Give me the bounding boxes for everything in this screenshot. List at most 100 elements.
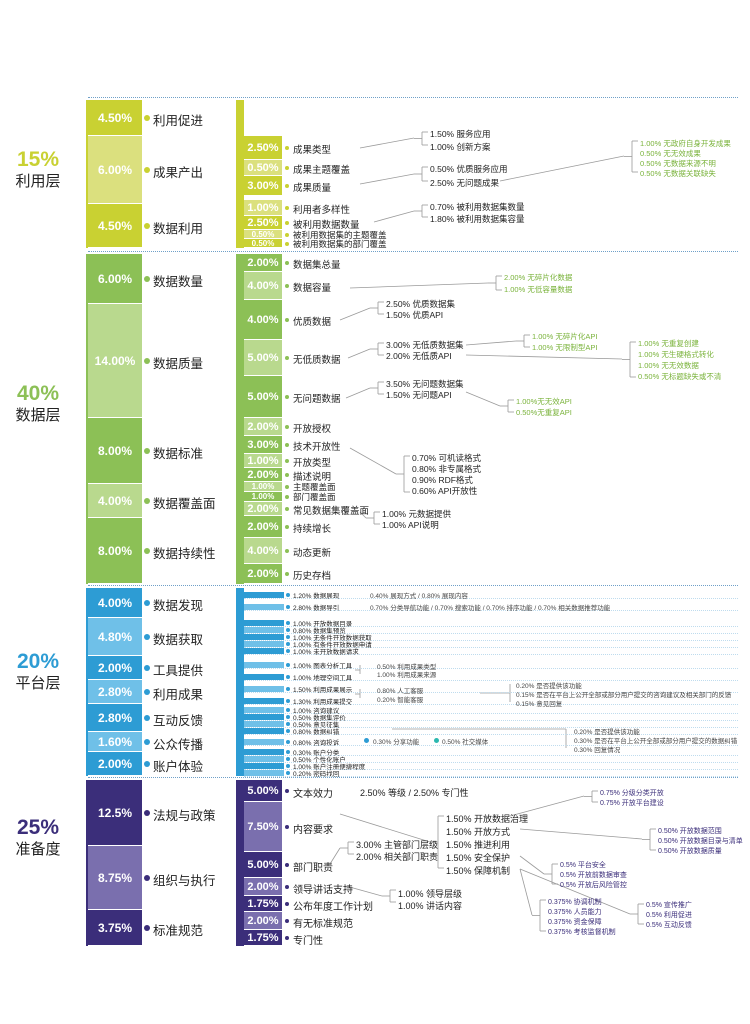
category-name: 公众传播 xyxy=(153,738,204,752)
sub-indicator-dot-icon xyxy=(286,729,290,733)
sub-indicator-name: 1.00% 账户注册便捷程度 xyxy=(293,764,366,771)
detail-note: 1.00% 讲话内容 xyxy=(398,901,463,911)
detail-note-green: 1.00% 无生硬格式转化 xyxy=(638,350,714,359)
detail-note-small: 0.5% 平台安全 xyxy=(560,862,606,869)
sub-indicator-name: 0.80% 咨询投诉 xyxy=(293,740,340,747)
category-name: 利用成果 xyxy=(153,688,204,702)
sub-indicator-name: 描述说明 xyxy=(293,472,332,483)
detail-note-small: 0.5% 开放后风险管控 xyxy=(560,882,627,889)
category-name: 数据标准 xyxy=(153,447,204,461)
sub-indicator-name: 1.50% 利用成果展示 xyxy=(293,687,353,694)
connector-line xyxy=(359,137,415,149)
sub-indicator-dot-icon xyxy=(285,206,289,210)
sub-indicator-dot-icon xyxy=(286,663,290,667)
sub-indicator-name: 数据集总量 xyxy=(293,260,341,271)
detail-note: 0.50% 优质服务应用 xyxy=(430,164,508,174)
category-column-bar xyxy=(86,588,88,776)
sub-indicator-weight: 5.00% xyxy=(244,780,282,802)
detail-note: 0.70% 分类导航功能 / 0.70% 搜索功能 / 0.70% 排序功能 /… xyxy=(370,605,611,612)
sub-indicator-name: 开放类型 xyxy=(293,458,332,469)
layer-name: 平台层 xyxy=(15,675,61,692)
share-dot-icon xyxy=(364,738,369,743)
sub-indicator-dot-icon xyxy=(286,635,290,639)
connector-line xyxy=(347,348,371,359)
sub-indicator-dot-icon xyxy=(285,261,289,265)
category-dot-icon xyxy=(144,548,150,554)
sub-indicator-swatch xyxy=(244,763,284,769)
sub-indicator-dot-icon xyxy=(285,902,289,906)
category-name: 成果产出 xyxy=(153,166,204,180)
layer-name: 利用层 xyxy=(15,173,61,190)
detail-note-small: 0.75% 开放平台建设 xyxy=(600,800,664,807)
sub-indicator-weight: 5.00% xyxy=(244,340,282,376)
sub-indicator-dot-icon xyxy=(285,885,289,889)
sub-indicator-dot-icon xyxy=(285,395,289,399)
connector-line xyxy=(339,813,431,843)
connector-line xyxy=(339,307,371,321)
sub-indicator-swatch xyxy=(244,662,284,668)
detail-note: 0.70% 可机读格式 xyxy=(412,453,481,463)
sub-indicator-name: 利用者多样性 xyxy=(293,205,351,216)
row-separator xyxy=(244,640,738,641)
sub-indicator-name: 0.30% 账户分类 xyxy=(293,750,340,757)
category-dot-icon xyxy=(144,715,150,721)
sub-indicator-dot-icon xyxy=(285,221,289,225)
category-dot-icon xyxy=(144,761,150,767)
detail-note: 0.50% 利用成果类型 xyxy=(377,664,437,671)
detail-note-small: 0.5% 互动反馈 xyxy=(646,922,692,929)
detail-note: 0.15% 意见回复 xyxy=(516,701,563,708)
category-weight: 6.00% xyxy=(88,136,142,204)
sub-indicator-dot-icon xyxy=(286,649,290,653)
layer-label-util: 15% 利用层 xyxy=(0,148,76,192)
sub-indicator-swatch xyxy=(244,648,284,654)
category-dot-icon xyxy=(144,358,150,364)
connector-line xyxy=(519,828,643,840)
sub-indicator-weight: 2.00% xyxy=(244,502,282,516)
sub-indicator-dot-icon xyxy=(285,318,289,322)
detail-note-small: 0.75% 分级分类开放 xyxy=(600,790,664,797)
sub-indicator-swatch xyxy=(244,634,284,640)
sub-indicator-swatch xyxy=(244,627,284,633)
connector-line xyxy=(499,155,625,182)
detail-note: 2.50% 优质数据集 xyxy=(386,299,455,309)
category-name: 数据发现 xyxy=(153,599,204,613)
sub-indicator-name: 1.00% 开放数据目录 xyxy=(293,621,353,628)
detail-note: 2.50% 等级 / 2.50% 专门性 xyxy=(360,788,469,798)
category-dot-icon xyxy=(144,115,150,121)
detail-note: 3.00% 无低质数据集 xyxy=(386,340,464,350)
detail-note-small: 0.5% 开放前数据审查 xyxy=(560,872,627,879)
sub-indicator-swatch xyxy=(244,770,284,776)
sub-indicator-name: 成果主题覆盖 xyxy=(293,165,351,176)
detail-note: 0.20% 智能客服 xyxy=(377,697,424,704)
detail-note: 0.15% 是否在平台上公开全部或部分用户提交的咨询建议及相关部门的反馈 xyxy=(516,692,732,699)
sub-indicator-name: 成果类型 xyxy=(293,145,332,156)
connector-line xyxy=(349,282,489,289)
sub-column-bar xyxy=(236,254,244,584)
sub-indicator-name: 被利用数据集的主题覆盖 xyxy=(293,229,387,240)
detail-note: 0.90% RDF格式 xyxy=(412,475,473,485)
layer-separator xyxy=(88,777,738,778)
sub-indicator-name: 1.30% 利用成果提交 xyxy=(293,699,353,706)
detail-note: 1.00% 利用成果来源 xyxy=(377,672,437,679)
row-separator xyxy=(244,692,738,693)
connector-line xyxy=(519,855,545,875)
row-separator xyxy=(244,734,738,735)
detail-note: 0.30% 回复情况 xyxy=(574,747,621,754)
connector-line xyxy=(359,173,415,185)
detail-note-green: 1.00%无无效API xyxy=(516,397,572,406)
category-name: 数据质量 xyxy=(153,357,204,371)
sub-indicator-swatch xyxy=(244,756,284,762)
detail-note: 0.20% 是否提供该功能 xyxy=(574,729,640,736)
sub-indicator-dot-icon xyxy=(285,572,289,576)
layer-percent: 15% xyxy=(16,148,60,171)
layer-separator xyxy=(88,251,738,252)
detail-note: 1.50% 推进利用 xyxy=(446,840,511,850)
layer-label-plat: 20% 平台层 xyxy=(0,650,76,694)
sub-indicator-weight: 1.75% xyxy=(244,930,282,946)
sub-indicator-dot-icon xyxy=(285,525,289,529)
sub-indicator-weight: 3.00% xyxy=(244,436,282,454)
sub-indicator-dot-icon xyxy=(286,708,290,712)
detail-note: 1.50% 服务应用 xyxy=(430,129,491,139)
sub-indicator-name: 常见数据集覆盖面 xyxy=(293,506,370,517)
